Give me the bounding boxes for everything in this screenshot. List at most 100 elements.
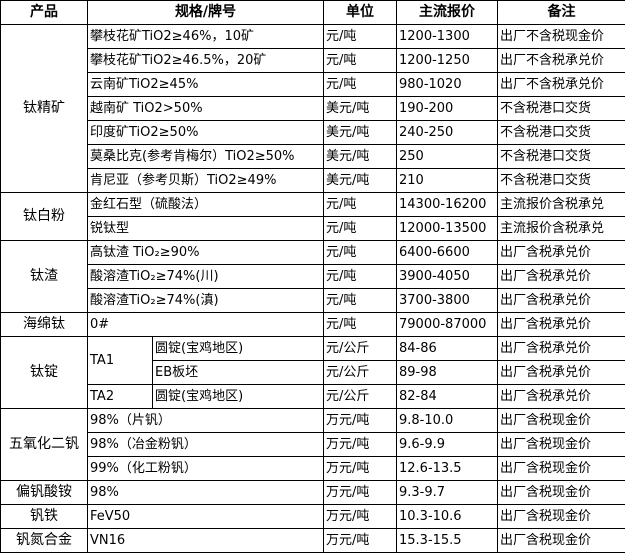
spec-cell: 圆锭(宝鸡地区) — [152, 336, 324, 361]
unit-cell: 万元/吨 — [323, 528, 397, 553]
product-cell: 钒铁 — [0, 504, 88, 529]
price-cell: 79000-87000 — [396, 312, 498, 337]
unit-cell: 美元/吨 — [323, 144, 397, 169]
note-cell: 出厂含税现金价 — [497, 504, 625, 529]
price-cell: 980-1020 — [396, 72, 498, 97]
note-cell: 不含税港口交货 — [497, 120, 625, 145]
note-cell: 出厂含税现金价 — [497, 528, 625, 553]
note-cell: 主流报价含税承兑 — [497, 216, 625, 241]
price-cell: 3700-3800 — [396, 288, 498, 313]
unit-cell: 元/吨 — [323, 240, 397, 265]
note-cell: 出厂不含税承兑价 — [497, 48, 625, 73]
spec-cell: 印度矿TiO2≥50% — [87, 120, 324, 145]
spec-cell: 0# — [87, 312, 324, 337]
price-cell: 12000-13500 — [396, 216, 498, 241]
unit-cell: 元/吨 — [323, 72, 397, 97]
product-cell: 偏钒酸铵 — [0, 480, 88, 505]
note-cell: 出厂不含税承兑价 — [497, 72, 625, 97]
spec-cell: 酸溶渣TiO₂≥74%(川) — [87, 264, 324, 289]
table-row: 钒氮合金 VN16 万元/吨 15.3-15.5 出厂含税现金价 — [0, 528, 625, 553]
table-row: 五氧化二钒 98%（片钒） 万元/吨 9.8-10.0 出厂含税现金价 — [0, 408, 625, 481]
table-row: 钛精矿 攀枝花矿TiO2≥46%，10矿 元/吨 1200-1300 出厂不含税现金价 — [0, 24, 625, 193]
price-cell: 82-84 — [396, 384, 498, 409]
spec-cell: 肯尼亚（参考贝斯）TiO2≥49% — [87, 168, 324, 193]
table-row: 越南矿 TiO2>50% 美元/吨 190-200 不含税港口交货 — [1, 96, 625, 121]
product-cell: 钛白粉 — [0, 192, 88, 241]
price-cell: 14300-16200 — [396, 192, 498, 217]
table-row: 莫桑比克(参考肯梅尔）TiO2≥50% 美元/吨 250 不含税港口交货 — [1, 144, 625, 169]
unit-cell: 元/吨 — [323, 216, 397, 241]
product-cell: 钛精矿 — [0, 24, 88, 193]
price-cell: 89-98 — [396, 360, 498, 385]
price-cell: 9.8-10.0 — [396, 408, 498, 433]
price-cell: 6400-6600 — [396, 240, 498, 265]
unit-cell: 美元/吨 — [323, 120, 397, 145]
unit-cell: 元/吨 — [323, 48, 397, 73]
spec-cell: EB板坯 — [152, 360, 324, 385]
note-cell: 不含税港口交货 — [497, 168, 625, 193]
spec-cell: 98%（片钒） — [87, 408, 324, 433]
product-cell: 钒氮合金 — [0, 528, 88, 553]
spec-cell: 攀枝花矿TiO2≥46.5%，20矿 — [87, 48, 324, 73]
header-product: 产品 — [0, 0, 88, 25]
unit-cell: 元/吨 — [323, 312, 397, 337]
unit-cell: 万元/吨 — [323, 456, 397, 481]
unit-cell: 美元/吨 — [323, 168, 397, 193]
note-cell: 出厂含税现金价 — [497, 408, 625, 433]
note-cell: 出厂含税现金价 — [497, 432, 625, 457]
product-cell: 海绵钛 — [0, 312, 88, 337]
table-row: 酸溶渣TiO₂≥74%(川) 元/吨 3900-4050 出厂含税承兑价 — [1, 264, 625, 289]
note-cell: 出厂不含税现金价 — [497, 24, 625, 49]
price-cell: 3900-4050 — [396, 264, 498, 289]
table-row: 钒铁 FeV50 万元/吨 10.3-10.6 出厂含税现金价 — [0, 504, 625, 529]
spec-cell: 莫桑比克(参考肯梅尔）TiO2≥50% — [87, 144, 324, 169]
spec-cell: 云南矿TiO2≥45% — [87, 72, 324, 97]
note-cell: 出厂含税承兑价 — [497, 360, 625, 385]
unit-cell: 元/吨 — [323, 288, 397, 313]
price-cell: 12.6-13.5 — [396, 456, 498, 481]
table-row: 钛锭 TA1 圆锭(宝鸡地区) 元/公斤 84-86 出厂含税承兑价 — [0, 336, 625, 409]
price-cell: 15.3-15.5 — [396, 528, 498, 553]
table-row: 海绵钛 0# 元/吨 79000-87000 出厂含税承兑价 — [0, 312, 625, 337]
unit-cell: 元/吨 — [323, 264, 397, 289]
price-cell: 1200-1250 — [396, 48, 498, 73]
note-cell: 出厂含税承兑价 — [497, 312, 625, 337]
note-cell: 出厂含税承兑价 — [497, 264, 625, 289]
note-cell: 不含税港口交货 — [497, 96, 625, 121]
header-unit: 单位 — [323, 0, 397, 25]
table-row: 肯尼亚（参考贝斯）TiO2≥49% 美元/吨 210 不含税港口交货 — [1, 168, 625, 193]
note-cell: 出厂含税承兑价 — [497, 336, 625, 361]
note-cell: 出厂含税现金价 — [497, 456, 625, 481]
unit-cell: 万元/吨 — [323, 504, 397, 529]
price-cell: 84-86 — [396, 336, 498, 361]
unit-cell: 美元/吨 — [323, 96, 397, 121]
price-cell: 240-250 — [396, 120, 498, 145]
spec-cell: 金红石型（硫酸法） — [87, 192, 324, 217]
table-row: 酸溶渣TiO₂≥74%(滇) 元/吨 3700-3800 出厂含税承兑价 — [1, 288, 625, 313]
table-row: EB板坯 元/公斤 89-98 出厂含税承兑价 — [1, 360, 625, 385]
unit-cell: 元/公斤 — [323, 360, 397, 385]
spec-cell: 攀枝花矿TiO2≥46%，10矿 — [87, 24, 324, 49]
unit-cell: 元/吨 — [323, 192, 397, 217]
table-row: 偏钒酸铵 98% 万元/吨 9.3-9.7 出厂含税现金价 — [0, 480, 625, 505]
grade-cell: TA2 — [87, 384, 153, 409]
price-cell: 10.3-10.6 — [396, 504, 498, 529]
table-row: 锐钛型 元/吨 12000-13500 主流报价含税承兑 — [1, 216, 625, 241]
note-cell: 出厂含税承兑价 — [497, 288, 625, 313]
note-cell: 主流报价含税承兑 — [497, 192, 625, 217]
product-cell: 钛渣 — [0, 240, 88, 313]
header-row: 产品 规格/牌号 单位 主流报价 备注 — [0, 0, 625, 25]
table-row: TA2 圆锭(宝鸡地区) 元/公斤 82-84 出厂含税承兑价 — [1, 384, 625, 409]
table-row: 云南矿TiO2≥45% 元/吨 980-1020 出厂不含税承兑价 — [1, 72, 625, 97]
price-cell: 210 — [396, 168, 498, 193]
note-cell: 出厂含税承兑价 — [497, 384, 625, 409]
spec-cell: 酸溶渣TiO₂≥74%(滇) — [87, 288, 324, 313]
price-cell: 9.6-9.9 — [396, 432, 498, 457]
spec-cell: 98% — [87, 480, 324, 505]
spec-cell: 越南矿 TiO2>50% — [87, 96, 324, 121]
unit-cell: 万元/吨 — [323, 408, 397, 433]
header-spec: 规格/牌号 — [87, 0, 324, 25]
spec-cell: VN16 — [87, 528, 324, 553]
table-row: 钛渣 高钛渣 TiO₂≥90% 元/吨 6400-6600 出厂含税承兑价 — [0, 240, 625, 313]
